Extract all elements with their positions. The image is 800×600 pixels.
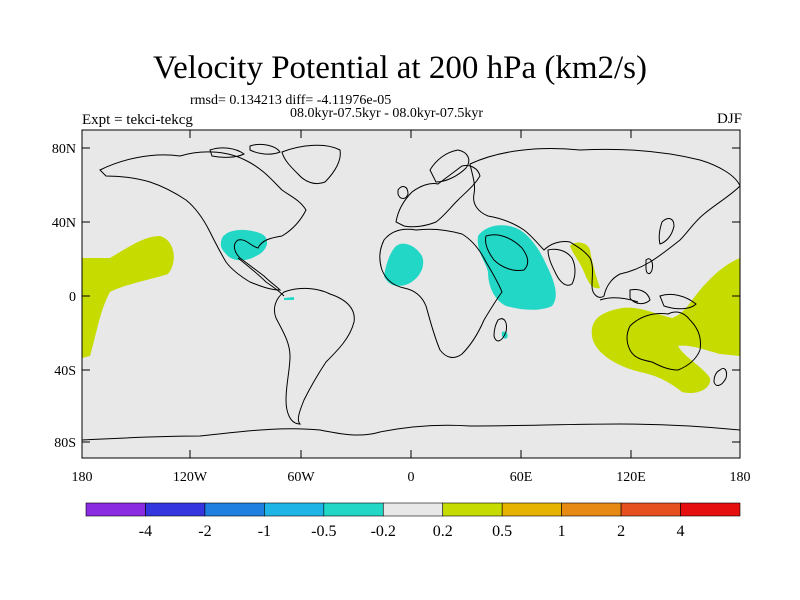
coastline-arctic-islands: [209, 143, 281, 158]
coastline-arabia: [485, 234, 529, 271]
lat-label: 0: [69, 290, 76, 305]
positive-region-central-pacific: [82, 236, 174, 358]
coastline-japan: [658, 218, 675, 245]
negative-region-west-africa: [384, 243, 424, 286]
colorbar: [85, 502, 741, 517]
colorbar-swatch: [323, 502, 384, 517]
colorbar-label: 2: [617, 523, 625, 540]
coastline-new-zealand: [713, 367, 727, 386]
coastline-asia: [469, 148, 741, 298]
colorbar-label: -1: [258, 523, 271, 540]
colorbar-label: -0.5: [311, 523, 336, 540]
negative-region-amazon: [284, 297, 294, 300]
rmsd-diff-stats: rmsd= 0.134213 diff= -4.11976e-05: [190, 93, 392, 108]
period-label: 08.0kyr-07.5kyr - 08.0kyr-07.5kyr: [290, 106, 484, 121]
coastline-australia: [626, 311, 701, 371]
colorbar-swatch: [204, 502, 265, 517]
colorbar-label: -0.2: [371, 523, 396, 540]
negative-region-gulf-mexico: [220, 229, 268, 261]
coastline-greenland: [281, 144, 341, 185]
latitude-axis: 80N 40N 0 40S 80S: [52, 142, 740, 451]
colorbar-swatch: [620, 502, 681, 517]
lon-label: 0: [408, 470, 415, 485]
coastline-north-america: [99, 151, 307, 291]
lat-label: 80S: [54, 436, 76, 451]
coastline-africa: [379, 228, 503, 358]
colorbar-swatch: [145, 502, 206, 517]
lon-label: 120E: [616, 470, 646, 485]
coastline-scandinavia: [429, 149, 470, 183]
lon-label: 180: [730, 470, 751, 485]
lon-label: 60E: [510, 470, 533, 485]
colorbar-label: -2: [198, 523, 211, 540]
lon-label: 120W: [173, 470, 208, 485]
colorbar-swatch: [680, 502, 741, 517]
colorbar-swatch: [85, 502, 146, 517]
coastline-antarctica: [81, 423, 741, 441]
lon-label: 180: [72, 470, 93, 485]
colorbar-swatch: [264, 502, 325, 517]
map-background: [82, 130, 740, 458]
map-title: Velocity Potential at 200 hPa (km2/s): [152, 50, 648, 86]
coastlines: [81, 143, 741, 441]
colorbar-label: -4: [139, 523, 152, 540]
colorbar-label: 0.2: [433, 523, 453, 540]
colorbar-labels: -4 -2 -1 -0.5 -0.2 0.2 0.5 1 2 4: [139, 523, 685, 540]
coastline-philippines: [645, 258, 653, 275]
longitude-axis: 180 120W 60W 0 60E 120E 180: [72, 130, 751, 485]
colorbar-label: 1: [558, 523, 566, 540]
coastline-british-isles: [397, 186, 409, 199]
lon-label: 60W: [287, 470, 315, 485]
colorbar-swatch: [382, 502, 444, 517]
lat-label: 40S: [54, 364, 76, 379]
coastline-madagascar: [493, 318, 507, 342]
negative-region-arabia-indian-ocean: [477, 225, 556, 310]
colorbar-swatch: [442, 502, 503, 517]
lat-label: 80N: [52, 142, 76, 157]
season-label: DJF: [716, 111, 742, 127]
coastline-central-america: [237, 257, 285, 297]
coastline-indonesia: [599, 289, 697, 310]
lat-label: 40N: [52, 216, 76, 231]
colorbar-swatch: [561, 502, 622, 517]
colorbar-label: 4: [677, 523, 685, 540]
colorbar-label: 0.5: [492, 523, 512, 540]
colorbar-swatch: [501, 502, 562, 517]
positive-region-west-pacific: [591, 258, 740, 394]
experiment-label: Expt = tekci-tekcg: [82, 112, 193, 128]
coastline-south-america: [273, 287, 355, 425]
coastline-india: [547, 248, 576, 286]
coastline-europe: [395, 165, 481, 228]
